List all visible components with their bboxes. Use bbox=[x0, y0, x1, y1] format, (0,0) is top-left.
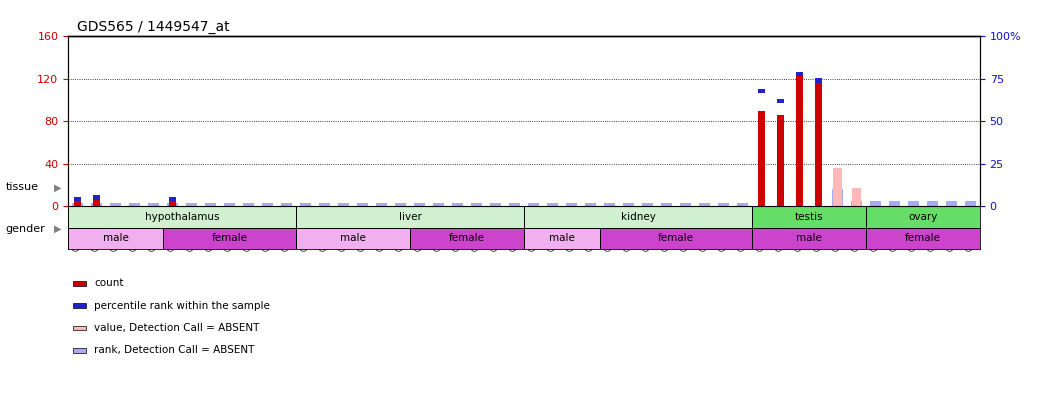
Text: female: female bbox=[904, 233, 941, 243]
Bar bbox=[187, 202, 197, 206]
Bar bbox=[699, 202, 709, 206]
Bar bbox=[170, 200, 176, 206]
Bar bbox=[410, 228, 524, 249]
Text: ▶: ▶ bbox=[53, 224, 62, 234]
Text: male: male bbox=[103, 233, 129, 243]
Bar bbox=[262, 202, 272, 206]
Bar bbox=[524, 228, 599, 249]
Bar bbox=[205, 202, 216, 206]
Bar bbox=[149, 202, 159, 206]
Bar bbox=[815, 79, 822, 83]
Bar bbox=[163, 228, 297, 249]
Text: hypothalamus: hypothalamus bbox=[145, 212, 219, 222]
Bar bbox=[642, 202, 653, 206]
Bar bbox=[870, 201, 880, 206]
Text: rank, Detection Call = ABSENT: rank, Detection Call = ABSENT bbox=[94, 345, 255, 355]
Bar bbox=[74, 197, 81, 201]
Text: value, Detection Call = ABSENT: value, Detection Call = ABSENT bbox=[94, 323, 260, 333]
Bar bbox=[718, 202, 728, 206]
Bar bbox=[866, 206, 980, 228]
Bar bbox=[68, 206, 296, 228]
Bar bbox=[395, 202, 406, 206]
Bar bbox=[909, 201, 919, 206]
Bar bbox=[528, 202, 539, 206]
Bar bbox=[833, 168, 842, 206]
Text: liver: liver bbox=[398, 212, 421, 222]
Bar bbox=[93, 198, 100, 206]
Bar bbox=[357, 202, 368, 206]
Bar bbox=[585, 202, 595, 206]
Bar bbox=[832, 189, 843, 206]
Bar bbox=[815, 79, 822, 206]
Bar bbox=[566, 202, 576, 206]
Bar bbox=[490, 202, 501, 206]
Bar bbox=[796, 72, 803, 76]
Bar bbox=[547, 202, 558, 206]
Bar bbox=[129, 202, 139, 206]
Text: testis: testis bbox=[794, 212, 824, 222]
Bar bbox=[605, 202, 615, 206]
Bar bbox=[946, 201, 957, 206]
Bar bbox=[453, 202, 463, 206]
Text: female: female bbox=[212, 233, 247, 243]
Text: percentile rank within the sample: percentile rank within the sample bbox=[94, 301, 270, 311]
Bar bbox=[243, 202, 254, 206]
Text: GDS565 / 1449547_at: GDS565 / 1449547_at bbox=[78, 20, 230, 34]
Bar bbox=[224, 202, 235, 206]
Bar bbox=[297, 206, 524, 228]
Bar bbox=[281, 202, 291, 206]
Text: gender: gender bbox=[5, 224, 45, 234]
Bar bbox=[509, 202, 520, 206]
Bar bbox=[472, 202, 482, 206]
Text: tissue: tissue bbox=[5, 182, 38, 192]
Bar bbox=[72, 202, 83, 206]
Bar bbox=[297, 228, 410, 249]
Bar bbox=[851, 201, 861, 206]
Text: count: count bbox=[94, 279, 124, 288]
Bar bbox=[320, 202, 330, 206]
Bar bbox=[170, 197, 176, 201]
Bar bbox=[758, 89, 765, 93]
Bar bbox=[110, 202, 121, 206]
Bar bbox=[778, 115, 784, 206]
Text: ▶: ▶ bbox=[53, 182, 62, 192]
Text: male: male bbox=[796, 233, 822, 243]
Text: female: female bbox=[658, 233, 694, 243]
Bar bbox=[168, 202, 178, 206]
Bar bbox=[927, 201, 938, 206]
Bar bbox=[852, 188, 860, 206]
Bar bbox=[376, 202, 387, 206]
Bar bbox=[661, 202, 672, 206]
Bar bbox=[680, 202, 691, 206]
Bar bbox=[752, 206, 866, 228]
Bar bbox=[433, 202, 443, 206]
Bar bbox=[339, 202, 349, 206]
Text: ovary: ovary bbox=[909, 212, 938, 222]
Bar bbox=[758, 111, 765, 206]
Bar bbox=[965, 201, 976, 206]
Text: female: female bbox=[449, 233, 485, 243]
Text: male: male bbox=[549, 233, 575, 243]
Bar bbox=[737, 202, 747, 206]
Bar bbox=[301, 202, 311, 206]
Bar bbox=[414, 202, 424, 206]
Bar bbox=[91, 202, 102, 206]
Bar bbox=[889, 201, 899, 206]
Bar bbox=[524, 206, 752, 228]
Bar bbox=[74, 200, 81, 206]
Bar bbox=[752, 228, 866, 249]
Bar bbox=[866, 228, 980, 249]
Bar bbox=[599, 228, 752, 249]
Bar bbox=[93, 195, 100, 200]
Bar bbox=[778, 99, 784, 103]
Bar bbox=[796, 72, 803, 206]
Text: kidney: kidney bbox=[620, 212, 655, 222]
Text: male: male bbox=[341, 233, 366, 243]
Bar bbox=[624, 202, 634, 206]
Bar bbox=[68, 228, 163, 249]
